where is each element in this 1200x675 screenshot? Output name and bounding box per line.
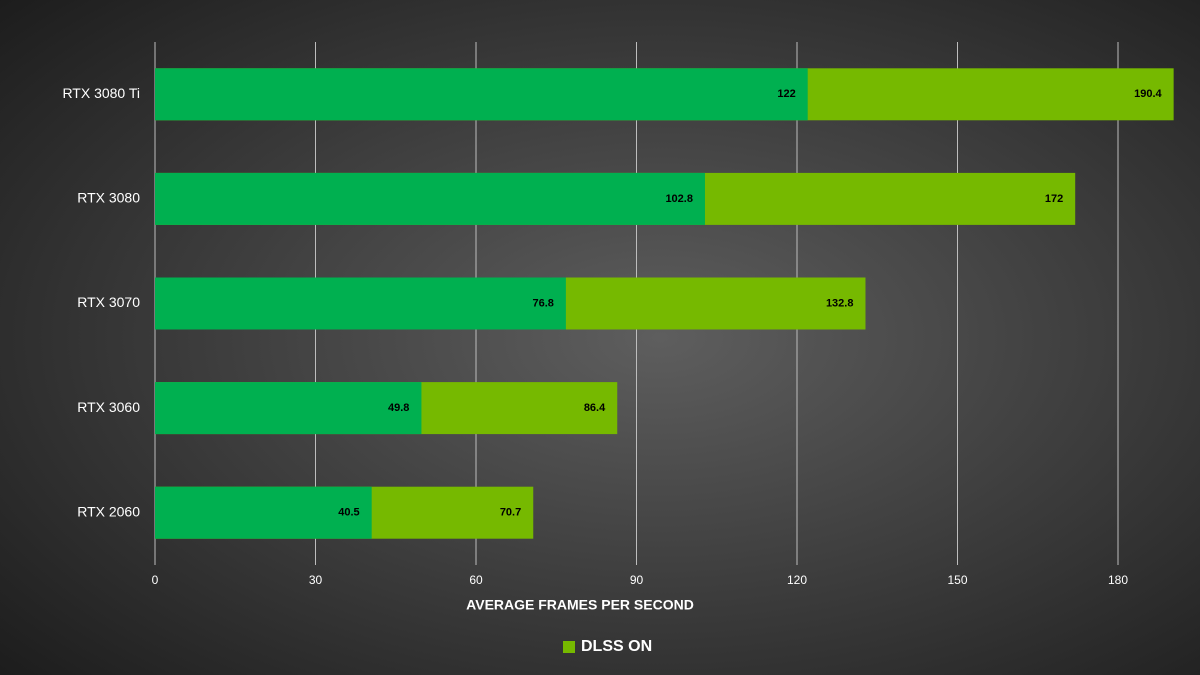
y-tick-label: RTX 3060 — [77, 399, 140, 415]
x-tick-label: 0 — [152, 573, 159, 587]
y-tick-label: RTX 3080 — [77, 190, 140, 206]
value-label: 70.7 — [500, 507, 521, 519]
y-tick-label: RTX 3080 Ti — [62, 85, 140, 101]
value-label: 86.4 — [584, 402, 606, 414]
x-tick-label: 30 — [309, 573, 323, 587]
value-label: 132.8 — [826, 297, 854, 309]
y-tick-label: RTX 3070 — [77, 294, 140, 310]
value-label: 76.8 — [532, 297, 553, 309]
bar — [155, 68, 808, 121]
x-tick-label: 120 — [787, 573, 807, 587]
value-label: 49.8 — [388, 402, 409, 414]
value-label: 122 — [777, 88, 795, 100]
bar — [155, 277, 566, 330]
legend-swatch — [563, 641, 575, 653]
legend-label: DLSS ON — [581, 638, 652, 655]
value-label: 102.8 — [665, 193, 693, 205]
value-label: 40.5 — [338, 507, 359, 519]
value-label: 190.4 — [1134, 88, 1162, 100]
value-label: 172 — [1045, 193, 1063, 205]
x-tick-label: 150 — [947, 573, 967, 587]
x-tick-label: 60 — [469, 573, 483, 587]
x-tick-label: 90 — [630, 573, 644, 587]
bar — [155, 486, 372, 539]
bar — [155, 172, 705, 225]
x-axis-label: AVERAGE FRAMES PER SECOND — [466, 597, 694, 613]
bar — [155, 382, 422, 435]
y-tick-label: RTX 2060 — [77, 503, 140, 519]
x-tick-label: 180 — [1108, 573, 1128, 587]
